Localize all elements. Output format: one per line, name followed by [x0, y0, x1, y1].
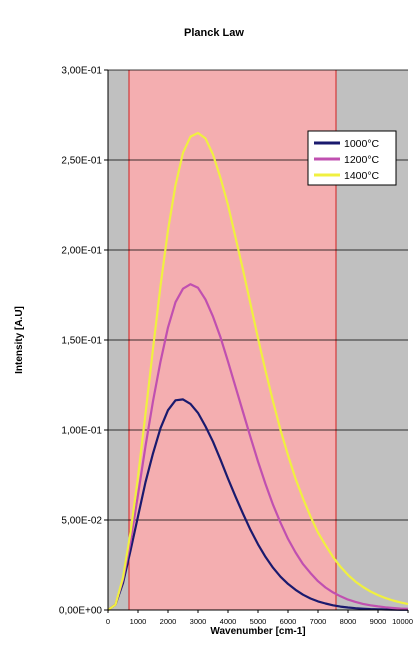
x-tick-label: 8000: [340, 617, 357, 626]
y-tick-labels: 0,00E+00 5,00E-02 1,00E-01 1,50E-01 2,00E-01…: [59, 66, 108, 617]
x-tick-label: 7000: [310, 617, 327, 626]
y-tick-label: 0,00E+00: [59, 606, 103, 617]
chart-title: Planck Law: [184, 27, 244, 39]
legend-label: 1400°C: [344, 170, 380, 182]
x-tick-labels: 0 1000 2000 3000 4000 5000 6000 7000 8000 9000 100…: [106, 610, 413, 626]
x-tick-label: 3000: [190, 617, 207, 626]
x-axis-label: Wavenumber [cm-1]: [210, 626, 305, 637]
series-line-2: [107, 283, 409, 611]
x-tick-label: 0: [106, 617, 110, 626]
x-tick-label: 2000: [160, 617, 177, 626]
y-tick-label: 3,00E-01: [61, 66, 102, 77]
y-tick-label: 2,00E-01: [61, 246, 102, 257]
x-tick-label: 10000: [392, 617, 413, 626]
legend-label: 1200°C: [344, 154, 380, 166]
x-tick-label: 1000: [130, 617, 147, 626]
series-line-1: [107, 398, 408, 611]
y-tick-label: 1,00E-01: [61, 426, 102, 437]
x-tick-label: 6000: [280, 617, 297, 626]
x-tick-label: 4000: [220, 617, 237, 626]
legend: 1000°C 1200°C 1400°C: [307, 130, 397, 186]
series-lines: [107, 131, 409, 611]
y-axis-label: Intensity [A.U]: [14, 306, 25, 374]
x-tick-label: 5000: [250, 617, 267, 626]
y-tick-label: 2,50E-01: [61, 156, 102, 167]
series-line-3: [107, 131, 409, 611]
legend-label: 1000°C: [344, 138, 380, 150]
x-tick-label: 9000: [370, 617, 387, 626]
y-tick-label: 5,00E-02: [61, 516, 102, 527]
y-tick-label: 1,50E-01: [61, 336, 102, 347]
